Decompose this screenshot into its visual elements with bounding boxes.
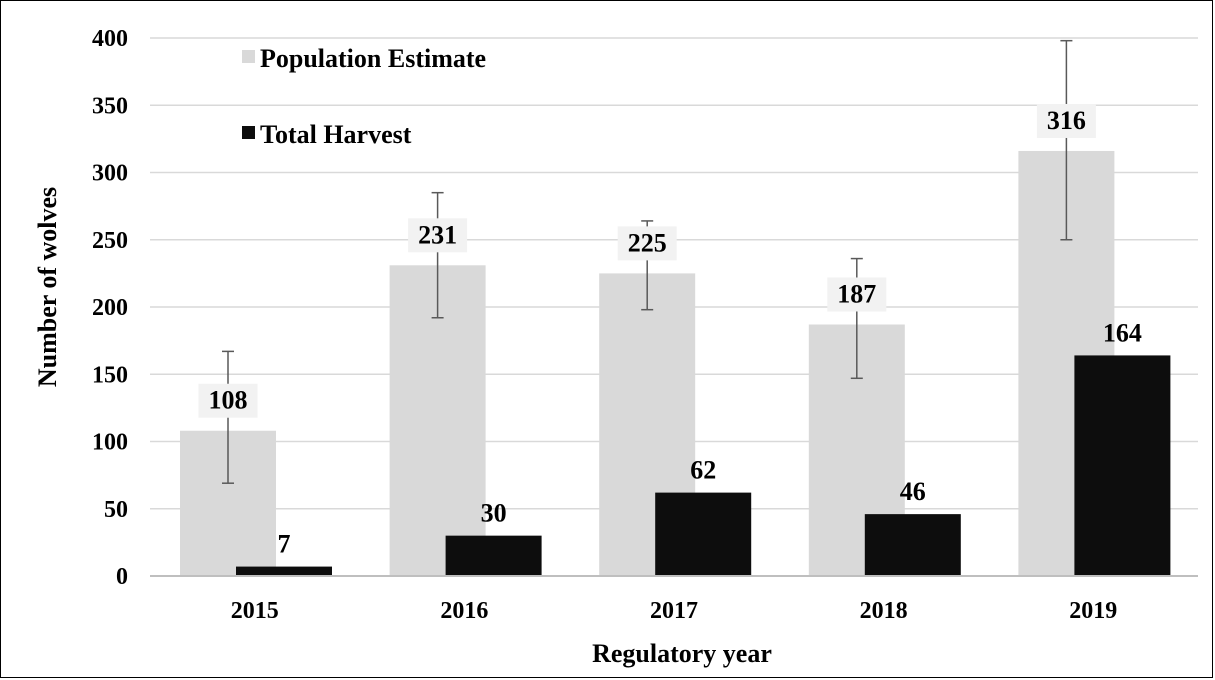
legend-label-total-harvest: Total Harvest xyxy=(260,120,412,149)
y-axis-ticks: 0 50 100 150 200 250 300 350 400 xyxy=(92,26,128,590)
data-label-population-estimate-2017: 225 xyxy=(628,228,667,257)
x-tick-label: 2017 xyxy=(650,598,698,624)
data-label-population-estimate-2016: 231 xyxy=(418,220,457,249)
data-label-total-harvest-2016: 30 xyxy=(481,499,507,528)
bars xyxy=(180,150,1171,577)
data-label-population-estimate-2018: 187 xyxy=(837,279,876,308)
data-label-total-harvest-2018: 46 xyxy=(900,477,926,506)
data-label-bg xyxy=(827,277,887,312)
bar-total-harvest-2018 xyxy=(864,514,961,576)
bar-total-harvest-2016 xyxy=(445,535,542,576)
y-tick-label: 350 xyxy=(92,93,128,119)
data-label-population-estimate-2015: 108 xyxy=(209,386,248,415)
data-label-bg xyxy=(617,226,677,261)
legend-swatch-total-harvest xyxy=(242,126,255,139)
y-tick-label: 150 xyxy=(92,362,128,388)
x-tick-label: 2018 xyxy=(860,598,908,624)
y-tick-label: 250 xyxy=(92,228,128,254)
data-label-population-estimate-2019: 316 xyxy=(1047,106,1086,135)
bar-total-harvest-2017 xyxy=(655,492,752,576)
bar-total-harvest-2015 xyxy=(236,566,332,576)
data-label-total-harvest-2017: 62 xyxy=(690,456,716,485)
data-label-total-harvest-2019: 164 xyxy=(1103,318,1142,347)
y-tick-label: 300 xyxy=(92,161,128,187)
y-tick-label: 50 xyxy=(104,497,128,523)
data-label-bg xyxy=(408,218,468,253)
x-tick-label: 2019 xyxy=(1069,598,1117,624)
y-tick-label: 0 xyxy=(116,564,128,590)
x-tick-label: 2015 xyxy=(231,598,279,624)
y-tick-label: 100 xyxy=(92,430,128,456)
error-bar-2019 xyxy=(1060,39,1073,241)
data-label-bg xyxy=(198,383,258,418)
data-labels: 108 7 231 30 225 62 187 46 316 164 xyxy=(198,103,1142,559)
bar-total-harvest-2019 xyxy=(1074,355,1171,576)
y-axis-title: Number of wolves xyxy=(33,187,62,387)
legend-label-population-estimate: Population Estimate xyxy=(260,44,486,73)
y-tick-label: 400 xyxy=(92,26,128,52)
error-bar-2016 xyxy=(431,191,444,319)
data-label-bg xyxy=(1036,103,1096,138)
data-label-total-harvest-2015: 7 xyxy=(278,530,291,559)
legend-swatch-population-estimate xyxy=(242,50,255,63)
x-axis-ticks: 2015 2016 2017 2018 2019 xyxy=(231,598,1117,624)
x-tick-label: 2016 xyxy=(440,598,488,624)
y-tick-label: 200 xyxy=(92,295,128,321)
legend: Population Estimate Total Harvest xyxy=(242,44,486,149)
x-axis-title: Regulatory year xyxy=(592,639,772,668)
